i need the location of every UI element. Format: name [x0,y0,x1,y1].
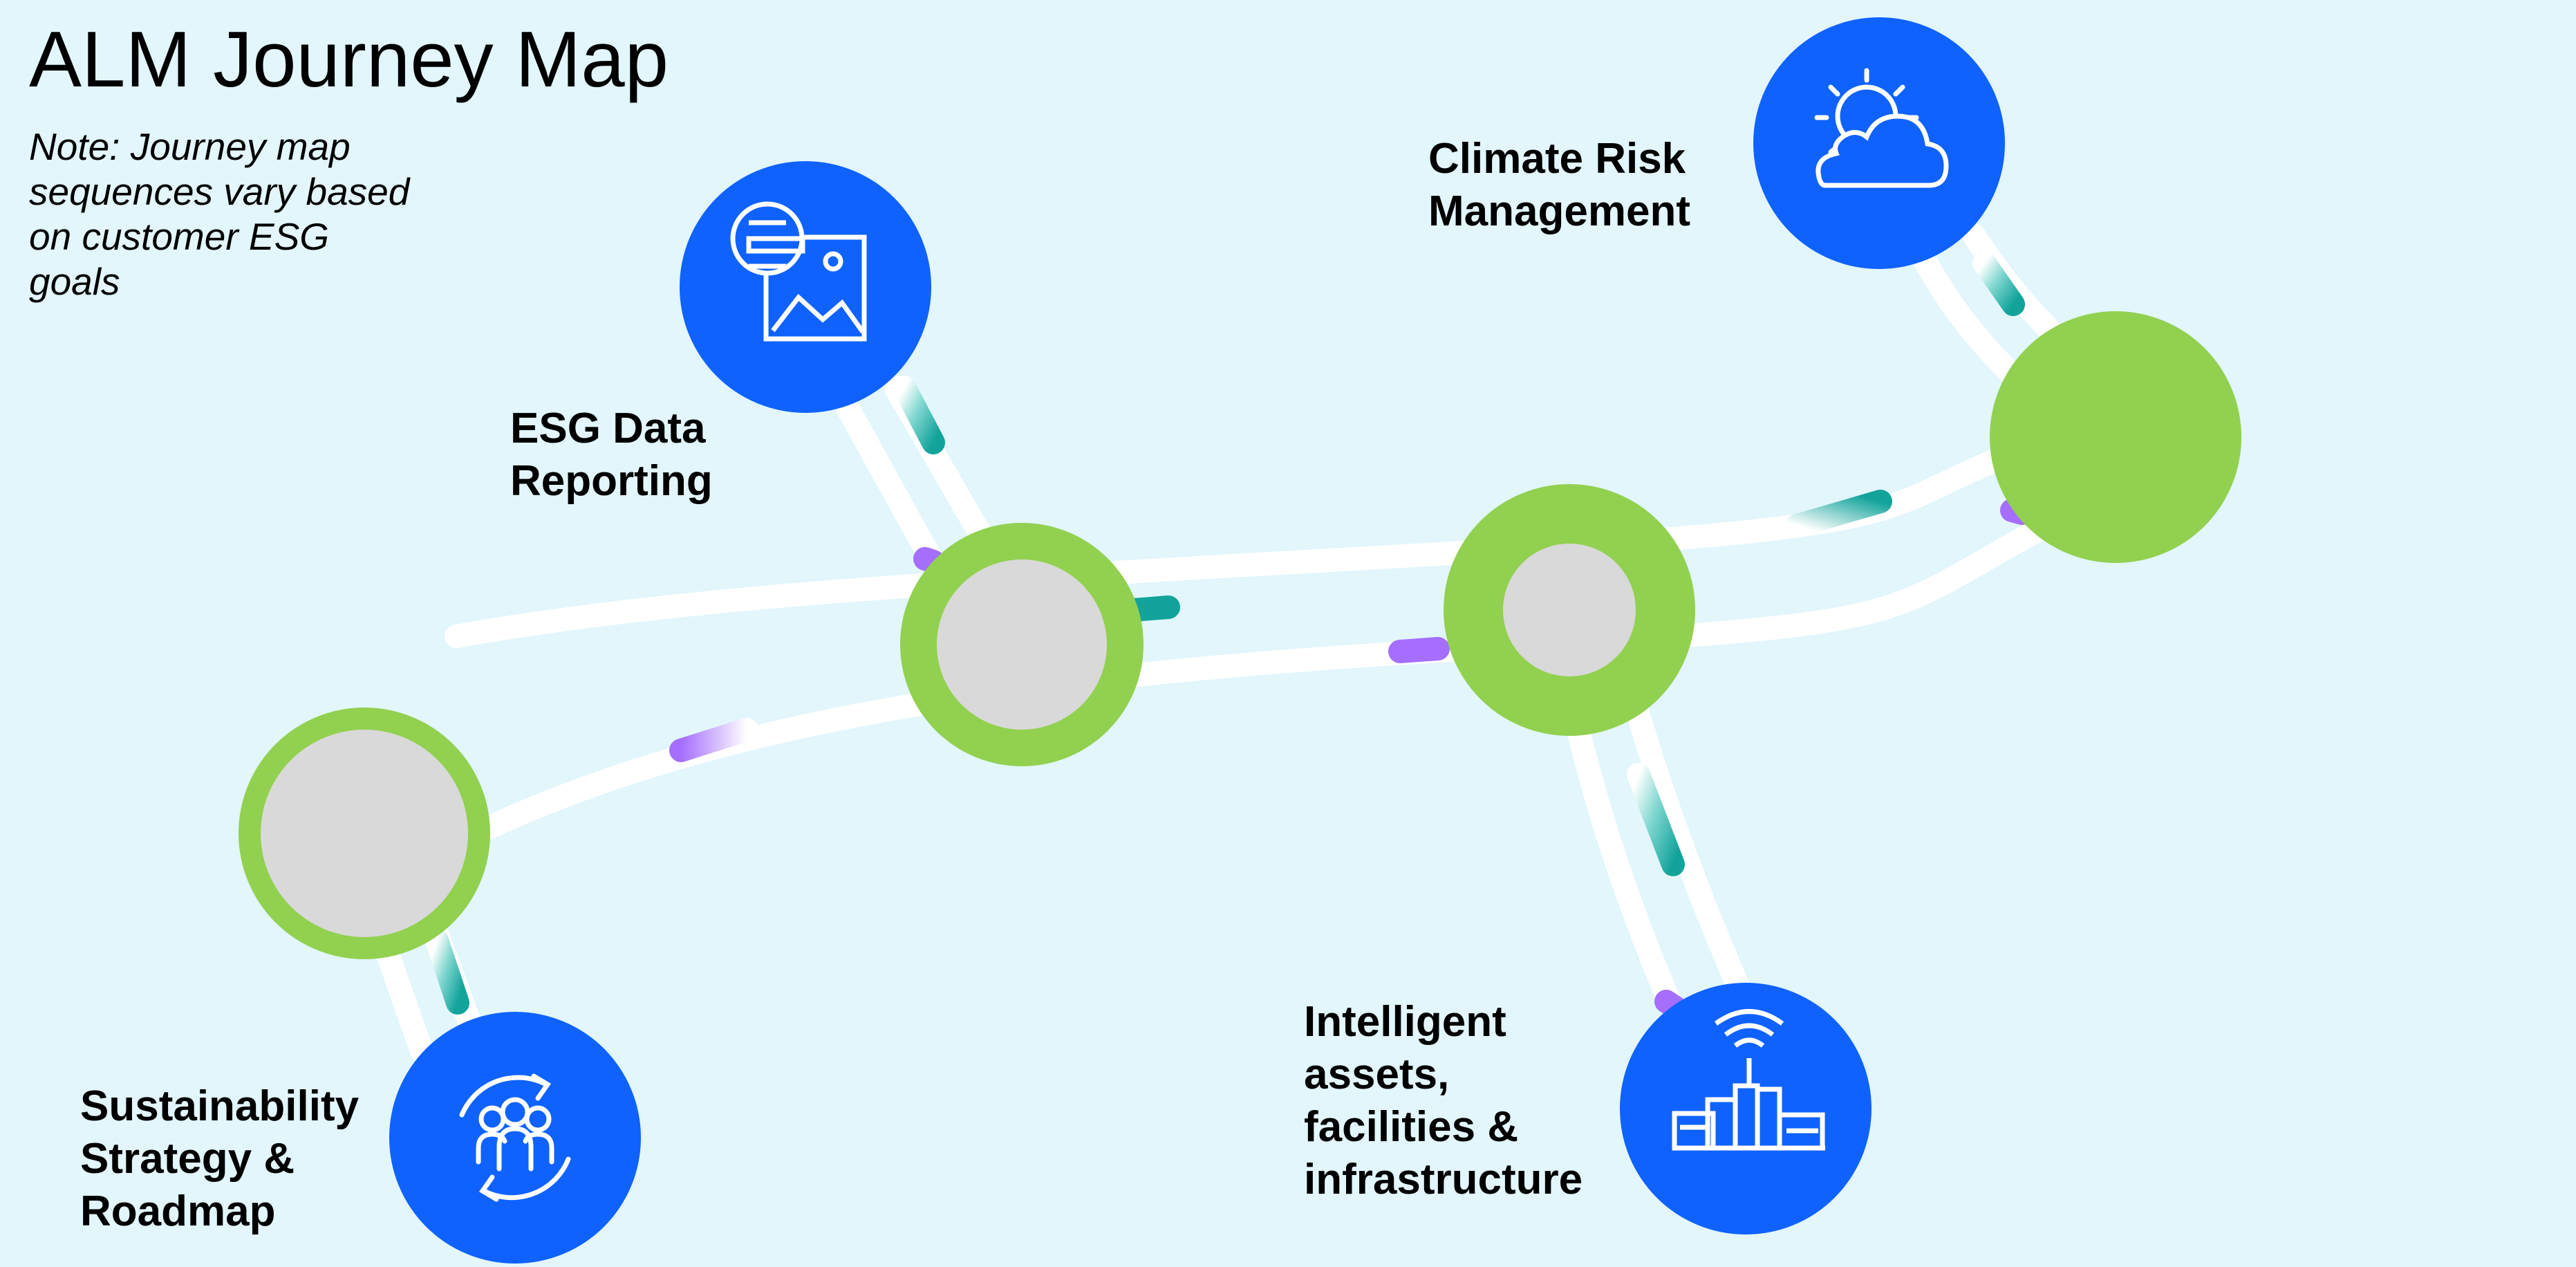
purple-dash [1388,637,1450,663]
teal-dash [1786,490,1892,537]
milestone [239,708,490,959]
teal-dash [1972,251,2025,316]
journey-accents [425,251,2034,1020]
teal-dash [893,376,945,454]
teal-dash [1122,595,1180,622]
smart-building-icon [1672,1009,1825,1151]
journey-track [362,223,2086,1063]
stage-label-esg-reporting: ESG Data Reporting [510,405,713,505]
purple-dash [913,547,945,573]
stage-intelligent-assets [1620,983,1872,1234]
track-line [445,445,2017,648]
journey-note: Note: Journey map sequences vary based o… [29,125,410,303]
stage-label-intelligent-assets: Intelligent assets, facilities & infrast… [1304,998,1583,1203]
stage-sustainability-strategy [389,1012,641,1264]
stage-label-climate-risk: Climate Risk Management [1428,135,1690,235]
teal-dash [425,929,469,1015]
milestone [1444,484,1695,736]
track-line [1620,680,1754,1008]
stage-esg-reporting [680,161,931,413]
teal-dash [1627,763,1685,876]
page-title: ALM Journey Map [29,16,669,104]
milestone [900,523,1144,766]
report-image-icon [730,201,867,342]
stage-climate-risk [1753,17,2005,269]
sun-cloud-icon [1814,68,1949,188]
milestone-final [1990,311,2241,563]
purple-dash [669,718,758,762]
people-cycle-icon [459,1073,571,1202]
stage-label-sustainability-strategy: Sustainability Strategy & Roadmap [80,1082,360,1235]
